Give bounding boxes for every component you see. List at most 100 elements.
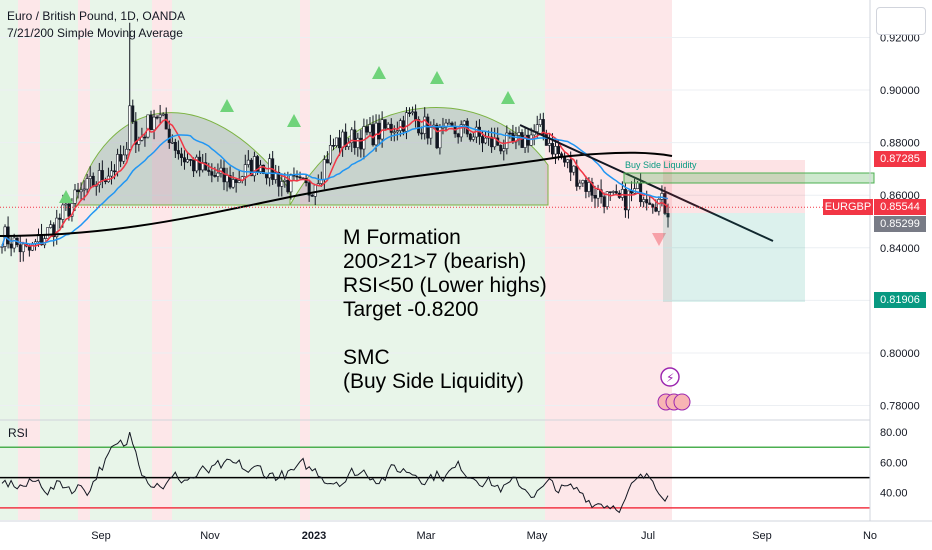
candle-body — [143, 136, 147, 139]
candle-body — [426, 116, 430, 139]
y-tick-label: 0.92000 — [880, 32, 920, 44]
event-icon — [673, 393, 691, 411]
y-tick-label: 0.90000 — [880, 85, 920, 97]
symbol-tag[interactable]: EURGBP — [823, 199, 873, 215]
candle-body — [222, 167, 226, 183]
candle-body — [590, 182, 594, 196]
candle-body — [325, 159, 329, 164]
candle-body — [265, 173, 269, 179]
price-tag-sma: 0.85299 — [874, 216, 926, 232]
candle-body — [52, 224, 56, 238]
candle-body — [535, 124, 539, 132]
candle-body — [116, 154, 120, 173]
candle-body — [435, 124, 439, 149]
x-tick-label: Sep — [91, 530, 111, 542]
candle-body — [526, 134, 530, 146]
candle-body — [541, 119, 545, 135]
candle-body — [55, 217, 59, 238]
candle-body — [620, 189, 624, 198]
candle-body — [134, 121, 138, 145]
candle-body — [648, 202, 652, 205]
candle-body — [0, 246, 4, 248]
x-tick-label: 2023 — [302, 530, 326, 542]
x-tick-label: No — [863, 530, 877, 542]
candle-body — [131, 105, 135, 122]
candle-body — [344, 131, 348, 147]
candle-body — [119, 154, 123, 162]
note-line: SMC — [343, 346, 390, 369]
candle-body — [553, 146, 557, 155]
candle-body — [12, 237, 16, 249]
analysis-notes: M Formation 200>21>7 (bearish) RSI<50 (L… — [343, 226, 547, 394]
candle-body — [21, 243, 25, 253]
candle-body — [484, 137, 488, 144]
candle-body — [514, 135, 518, 143]
candle-body — [587, 182, 591, 192]
candle-body — [216, 172, 220, 177]
candle-body — [626, 190, 630, 211]
bear-background — [545, 0, 672, 520]
buy-signal-triangle — [59, 190, 73, 203]
candle-body — [61, 204, 65, 220]
candle-body — [149, 114, 153, 131]
candle-body — [307, 182, 311, 196]
chart-title: Euro / British Pound, 1D, OANDA — [7, 9, 186, 23]
candle-body — [252, 156, 256, 177]
candle-body — [414, 111, 418, 120]
target-zone — [663, 213, 805, 302]
buy-signal-triangle — [287, 114, 301, 127]
candle-body — [447, 122, 451, 125]
candle-body — [210, 171, 214, 176]
bull-background — [40, 0, 78, 520]
candle-body — [170, 141, 174, 144]
candle-body — [356, 137, 360, 148]
x-tick-label: Jul — [641, 530, 655, 542]
candle-body — [584, 180, 588, 192]
candle-body — [623, 189, 627, 211]
candle-body — [581, 180, 585, 184]
candle-body — [353, 129, 357, 148]
candle-body — [547, 143, 551, 146]
candle-body — [88, 175, 92, 179]
note-line: Target -0.8200 — [343, 298, 479, 321]
candle-body — [179, 153, 183, 158]
candle-body — [152, 116, 156, 131]
candle-body — [213, 174, 217, 177]
candle-body — [423, 116, 427, 134]
liquidity-zone — [623, 172, 875, 184]
candle-body — [76, 189, 80, 193]
candle-body — [182, 157, 186, 163]
rsi-tick-label: 40.00 — [880, 488, 908, 500]
candle-body — [113, 170, 117, 173]
candle-body — [362, 126, 366, 150]
candle-body — [189, 159, 193, 161]
candle-body — [228, 175, 232, 188]
candle-body — [176, 150, 180, 155]
price-tag-top: 0.87285 — [874, 151, 926, 167]
candle-body — [9, 243, 13, 249]
candle-body — [529, 134, 533, 146]
candle-body — [608, 191, 612, 194]
candle-body — [122, 154, 126, 162]
candle-body — [371, 124, 375, 146]
bull-background — [90, 0, 152, 520]
candle-body — [490, 136, 494, 148]
candle-body — [359, 137, 363, 150]
y-tick-label: 0.78000 — [880, 401, 920, 413]
candle-body — [82, 188, 86, 191]
rsi-line — [1, 431, 669, 514]
stop-loss-zone — [663, 160, 805, 213]
candle-body — [569, 159, 573, 173]
candle-body — [456, 133, 460, 138]
chart-menu-button[interactable] — [876, 7, 926, 35]
candle-body — [614, 191, 618, 194]
candle-body — [441, 126, 445, 129]
candle-body — [508, 132, 512, 135]
candle-body — [58, 217, 62, 220]
candle-body — [195, 156, 199, 172]
x-tick-label: May — [527, 530, 548, 542]
candle-body — [231, 179, 235, 188]
candle-body — [377, 122, 381, 140]
candle-body — [161, 113, 165, 116]
candle-body — [392, 131, 396, 134]
